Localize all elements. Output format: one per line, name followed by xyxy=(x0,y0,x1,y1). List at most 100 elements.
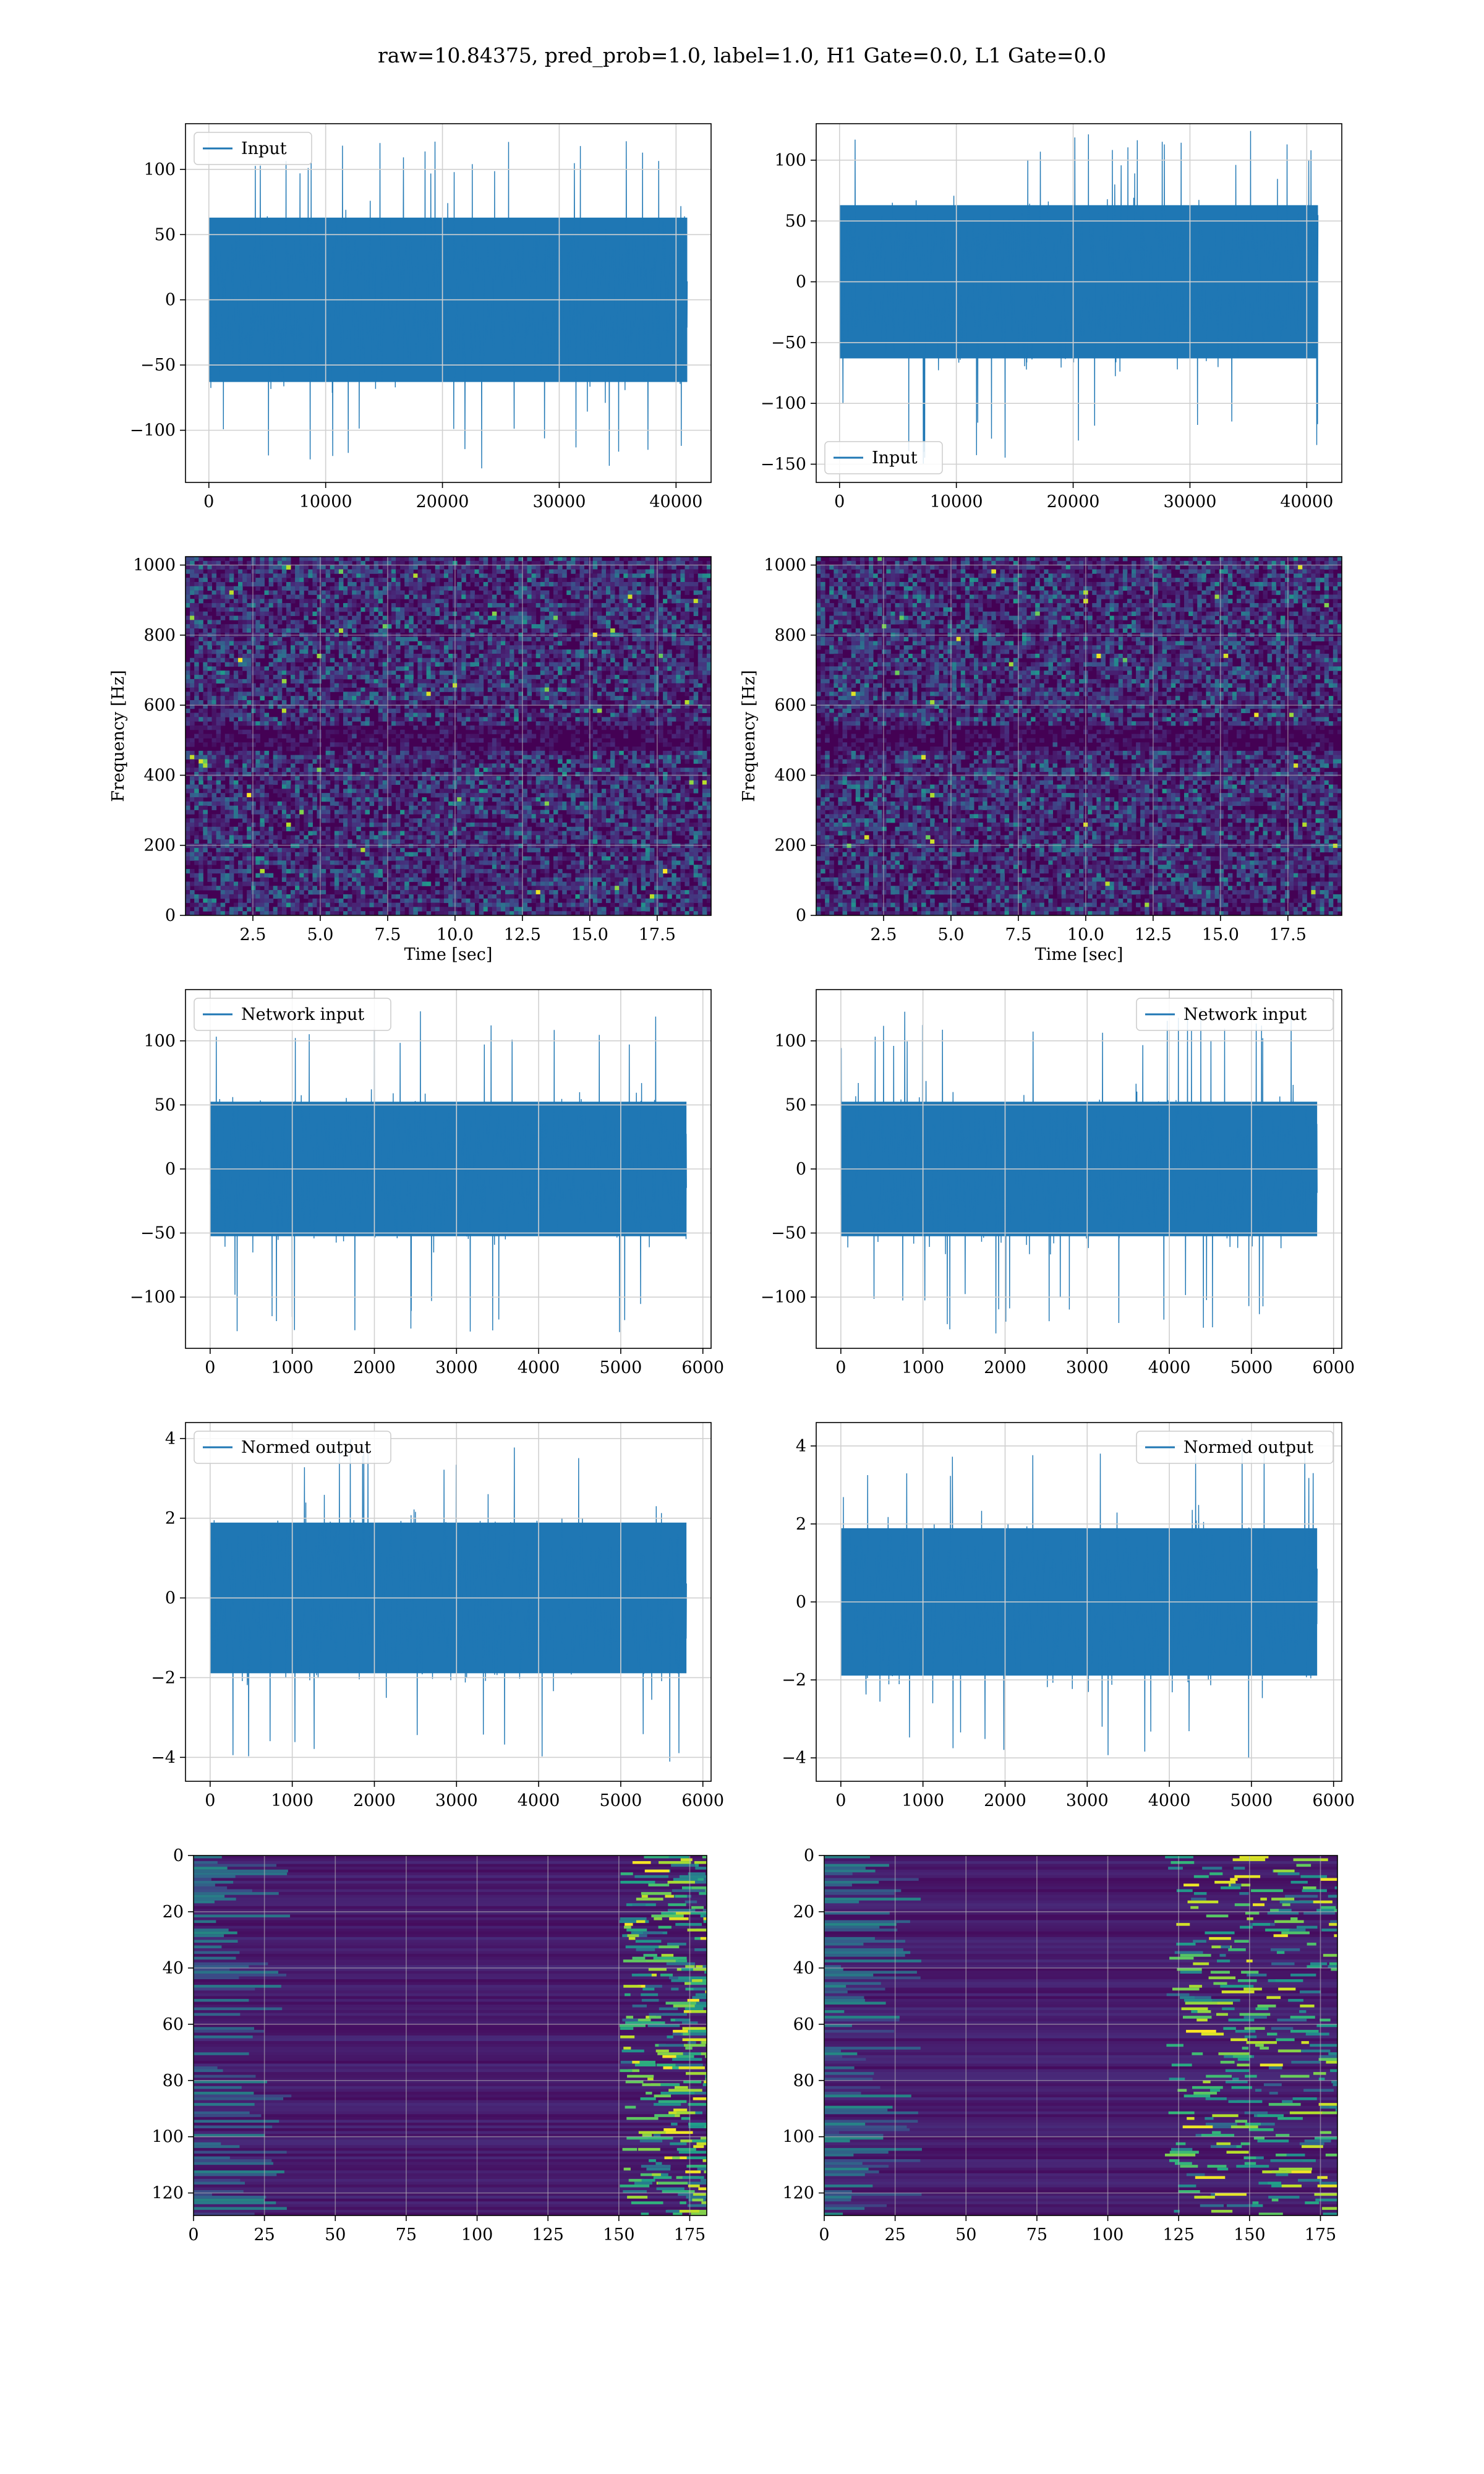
h1-spectrogram-cell xyxy=(247,734,252,738)
h1-spectrogram-cell xyxy=(211,657,217,663)
h1-spectrogram-cell xyxy=(404,611,409,617)
h1-spectrogram-cell xyxy=(304,747,309,751)
h1-spectrogram-cell xyxy=(396,734,401,738)
h1-spectrogram-cell xyxy=(207,734,212,738)
h1-spectrogram-cell xyxy=(535,713,541,717)
h1-spectrogram-cell xyxy=(190,603,195,608)
h1-spectrogram-cell xyxy=(430,683,436,688)
h1-spectrogram-cell xyxy=(207,750,212,756)
h1-spectrogram-cell xyxy=(518,844,523,849)
h1-spectrogram-cell xyxy=(365,615,370,620)
h1-spectrogram-cell xyxy=(260,818,265,823)
h1-spectrogram-cell xyxy=(229,911,234,915)
h1-spectrogram-cell xyxy=(186,801,190,807)
h1-spectrogram-cell xyxy=(207,700,212,705)
h1-spectrogram-cell xyxy=(211,738,217,743)
h1-spectrogram-cell xyxy=(264,763,270,768)
h1-spectrogram-cell xyxy=(435,573,440,578)
h1-spectrogram-cell xyxy=(378,729,383,735)
h1-spectrogram-cell xyxy=(426,865,432,870)
h1-spectrogram-cell xyxy=(487,907,493,912)
h1-spectrogram-cell xyxy=(207,780,212,785)
h1-spectrogram-cell xyxy=(426,557,432,562)
h1-spectrogram-cell xyxy=(308,557,313,562)
h1-spectrogram-cell xyxy=(535,780,541,785)
h1-spectrogram-cell xyxy=(518,907,523,912)
h1-spectrogram-cell xyxy=(413,594,418,599)
h1-spectrogram-cell xyxy=(492,780,497,785)
h1-spectrogram-cell xyxy=(466,898,471,904)
h1-spectrogram-cell xyxy=(522,708,527,713)
h1-spectrogram-cell xyxy=(247,826,252,832)
h1-spectrogram-cell xyxy=(474,636,480,641)
h1-spectrogram-cell xyxy=(186,839,190,844)
h1-spectrogram-cell xyxy=(430,780,436,785)
h1-spectrogram-cell xyxy=(501,776,506,781)
h1-spectrogram-cell xyxy=(531,620,537,625)
h1-spectrogram-cell xyxy=(448,852,453,857)
h1-spectrogram-cell xyxy=(186,578,190,583)
h1-spectrogram-cell xyxy=(479,873,484,878)
h1-spectrogram-cell xyxy=(281,708,287,713)
h1-spectrogram-cell xyxy=(286,877,291,882)
h1-spectrogram-cell xyxy=(461,670,466,675)
h1-spectrogram-cell xyxy=(281,877,287,882)
h1-spectrogram-cell xyxy=(268,890,274,895)
h1-spectrogram-cell xyxy=(409,768,414,773)
h1-spectrogram-cell xyxy=(299,780,304,785)
h1-spectrogram-cell xyxy=(404,620,409,625)
h1-spectrogram-cell xyxy=(255,670,260,675)
h1-spectrogram-cell xyxy=(474,776,480,781)
h1-spectrogram-cell xyxy=(522,560,527,566)
h1-spectrogram-cell xyxy=(417,713,422,717)
h1-input-ytick-label: 0 xyxy=(165,291,176,310)
h1-spectrogram-cell xyxy=(474,569,480,574)
h1-spectrogram-cell xyxy=(321,759,326,764)
h1-spectrogram-cell xyxy=(417,810,422,815)
h1-spectrogram-cell xyxy=(522,678,527,684)
h1-spectrogram-cell xyxy=(439,868,445,874)
h1-spectrogram-cell xyxy=(220,636,226,641)
h1-spectrogram-cell xyxy=(443,814,449,819)
h1-spectrogram-cell xyxy=(277,847,283,853)
h1-spectrogram-cell xyxy=(391,759,396,764)
h1-spectrogram-cell xyxy=(391,831,396,836)
h1-spectrogram-cell xyxy=(426,713,432,717)
h1-spectrogram-cell xyxy=(483,717,488,722)
h1-spectrogram-cell xyxy=(343,831,348,836)
h1-spectrogram-cell xyxy=(382,557,388,562)
h1-spectrogram-cell xyxy=(369,645,375,650)
h1-spectrogram-cell xyxy=(264,911,270,915)
h1-spectrogram-cell xyxy=(413,898,418,904)
h1-spectrogram-cell xyxy=(531,565,537,570)
h1-spectrogram-cell xyxy=(448,860,453,865)
h1-spectrogram-cell xyxy=(522,649,527,654)
h1-spectrogram-cell xyxy=(308,810,313,815)
h1-spectrogram-cell xyxy=(224,822,230,828)
h1-spectrogram-cell xyxy=(356,881,361,886)
h1-spectrogram-cell xyxy=(238,890,243,895)
h1-spectrogram-cell xyxy=(264,742,270,747)
h1-spectrogram-cell xyxy=(466,902,471,907)
h1-spectrogram-cell xyxy=(334,759,339,764)
h1-spectrogram-cell xyxy=(386,881,392,886)
h1-spectrogram-cell xyxy=(479,560,484,566)
h1-spectrogram-cell xyxy=(505,657,510,663)
h1-spectrogram-cell xyxy=(487,578,493,583)
h1-spectrogram-cell xyxy=(435,670,440,675)
h1-spectrogram-cell xyxy=(466,780,471,785)
h1-spectrogram-cell xyxy=(382,856,388,861)
h1-spectrogram-cell xyxy=(317,835,322,840)
h1-spectrogram-cell xyxy=(386,763,392,768)
h1-spectrogram-cell xyxy=(400,810,405,815)
h1-spectrogram-cell xyxy=(404,835,409,840)
h1-spectrogram-cell xyxy=(317,729,322,735)
h1-spectrogram-cell xyxy=(522,797,527,802)
h1-spectrogram-cell xyxy=(277,898,283,904)
h1-spectrogram-cell xyxy=(352,581,357,587)
h1-spectrogram-cell xyxy=(207,725,212,730)
h1-spectrogram-cell xyxy=(268,603,274,608)
h1-spectrogram-cell xyxy=(264,700,270,705)
h1-spectrogram-cell xyxy=(496,776,501,781)
h1-spectrogram-cell xyxy=(422,624,427,629)
